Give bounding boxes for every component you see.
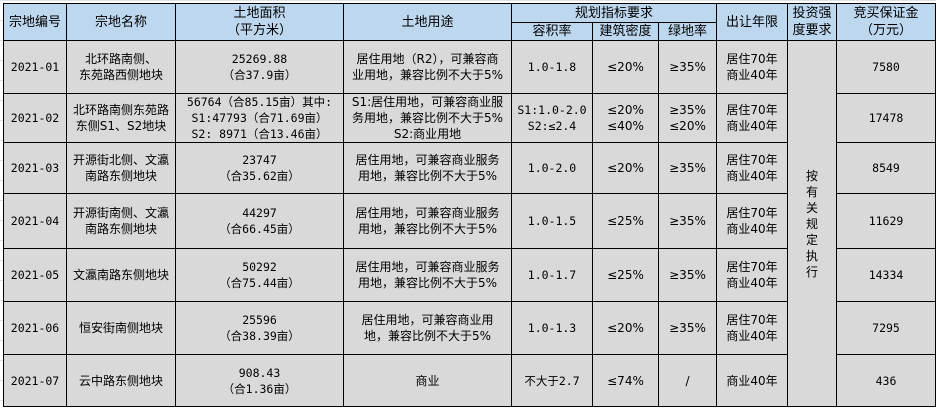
header-density: 建筑密度	[592, 22, 659, 41]
cell-term: 居住70年 商业40年	[716, 301, 788, 355]
cell-green: ≥35% ≤20%	[658, 93, 717, 143]
header-far: 容积率	[511, 22, 593, 41]
cell-name: 开源街北侧、文瀛 南路东侧地块	[66, 142, 176, 194]
header-planning: 规划指标要求	[511, 3, 717, 23]
cell-deposit: 8549	[836, 142, 936, 194]
table-row: 2021-01 北环路南侧、 东苑路西侧地块 25269.88 （合37.9亩） 居住…	[3, 40, 936, 407]
cell-green: ≥35%	[658, 248, 717, 302]
cell-name: 开源街南侧、文瀛 南路东侧地块	[66, 193, 176, 249]
cell-green: /	[658, 354, 717, 407]
header-term: 出让年限	[716, 3, 788, 41]
cell-id: 2021-05	[3, 248, 67, 302]
cell-area: 908.43 （合1.36亩）	[175, 354, 344, 407]
cell-area: 23747 （合35.62亩）	[175, 142, 344, 194]
cell-density: ≤20%	[592, 301, 659, 355]
table-row: 2021-04 开源街南侧、文瀛 南路东侧地块 44297 （合66.45亩） 居住用…	[3, 193, 936, 249]
cell-term: 商业40年	[716, 354, 788, 407]
cell-area: 50292 （合75.44亩）	[175, 248, 344, 302]
header-use: 土地用途	[343, 3, 512, 41]
cell-deposit: 17478	[836, 93, 936, 143]
header-area: 土地面积 （平方米）	[175, 3, 344, 41]
cell-far: 不大于2.7	[511, 354, 593, 407]
table-row: 2021-06 恒安街南侧地块 25596 （合38.39亩） 居住用地，可兼容商业用…	[3, 301, 936, 355]
cell-density: ≤20%	[592, 40, 659, 94]
cell-term: 居住70年 商业40年	[716, 248, 788, 302]
cell-density: ≤25%	[592, 193, 659, 249]
cell-name: 文瀛南路东侧地块	[66, 248, 176, 302]
cell-green: ≥35%	[658, 193, 717, 249]
cell-term: 居住70年 商业40年	[716, 193, 788, 249]
table-row: 2021-07 云中路东侧地块 908.43 （合1.36亩） 商业 不大于2.7 ≤74…	[3, 354, 936, 407]
cell-deposit: 7295	[836, 301, 936, 355]
cell-id: 2021-02	[3, 93, 67, 143]
cell-green: ≥35%	[658, 40, 717, 94]
table-row: 2021-03 开源街北侧、文瀛 南路东侧地块 23747 （合35.62亩） 居住用…	[3, 142, 936, 194]
cell-deposit: 436	[836, 354, 936, 407]
cell-green: ≥35%	[658, 301, 717, 355]
cell-density: ≤20% ≤40%	[592, 93, 659, 143]
cell-use: 居住用地，可兼容商业服务 用地，兼容比例不大于5%	[343, 248, 512, 302]
cell-id: 2021-06	[3, 301, 67, 355]
cell-green: ≥35%	[658, 142, 717, 194]
header-green: 绿地率	[658, 22, 717, 41]
cell-use: S1:居住用地，可兼容商业服 务用地，兼容比例不大于5% S2:商业用地	[343, 93, 512, 143]
cell-investment: 按 有 关 规 定 执 行	[787, 40, 837, 407]
cell-deposit: 14334	[836, 248, 936, 302]
cell-name: 云中路东侧地块	[66, 354, 176, 407]
cell-area: 25596 （合38.39亩）	[175, 301, 344, 355]
cell-far: 1.0-1.5	[511, 193, 593, 249]
cell-use: 居住用地（R2），可兼容商 业用地，兼容比例不大于5%	[343, 40, 512, 94]
cell-far: 1.0-1.8	[511, 40, 593, 94]
cell-id: 2021-01	[3, 40, 67, 94]
cell-far: 1.0-1.3	[511, 301, 593, 355]
cell-density: ≤25%	[592, 248, 659, 302]
table-row: 2021-02 北环路南侧东苑路 东侧S1、S2地块 56764（合85.15亩）其…	[3, 93, 936, 143]
cell-name: 北环路南侧东苑路 东侧S1、S2地块	[66, 93, 176, 143]
land-parcel-table: 宗地编号 宗地名称 土地面积 （平方米） 土地用途 规划指标要求 出让年限 投资…	[3, 3, 936, 407]
header-investment: 投资强 度要求	[787, 3, 837, 41]
cell-deposit: 7580	[836, 40, 936, 94]
cell-far: S1:1.0-2.0 S2:≤2.4	[511, 93, 593, 143]
cell-term: 居住70年 商业40年	[716, 40, 788, 94]
cell-id: 2021-04	[3, 193, 67, 249]
cell-area: 25269.88 （合37.9亩）	[175, 40, 344, 94]
header-name: 宗地名称	[66, 3, 176, 41]
cell-id: 2021-03	[3, 142, 67, 194]
cell-density: ≤20%	[592, 142, 659, 194]
header-deposit: 竞买保证金 （万元）	[836, 3, 936, 41]
header-id: 宗地编号	[3, 3, 67, 41]
cell-area: 56764（合85.15亩）其中: S1:47793（合71.69亩） S2: …	[175, 93, 344, 143]
cell-area: 44297 （合66.45亩）	[175, 193, 344, 249]
cell-use: 居住用地，可兼容商业服务 用地，兼容比例不大于5%	[343, 193, 512, 249]
cell-term: 居住70年 商业40年	[716, 93, 788, 143]
cell-term: 居住70年 商业40年	[716, 142, 788, 194]
cell-density: ≤74%	[592, 354, 659, 407]
cell-use: 居住用地，可兼容商业用 地，兼容比例不大于5%	[343, 301, 512, 355]
cell-name: 恒安街南侧地块	[66, 301, 176, 355]
cell-far: 1.0-1.7	[511, 248, 593, 302]
cell-deposit: 11629	[836, 193, 936, 249]
cell-id: 2021-07	[3, 354, 67, 407]
cell-far: 1.0-2.0	[511, 142, 593, 194]
cell-name: 北环路南侧、 东苑路西侧地块	[66, 40, 176, 94]
cell-use: 居住用地，可兼容商业服务 用地，兼容比例不大于5%	[343, 142, 512, 194]
cell-use: 商业	[343, 354, 512, 407]
